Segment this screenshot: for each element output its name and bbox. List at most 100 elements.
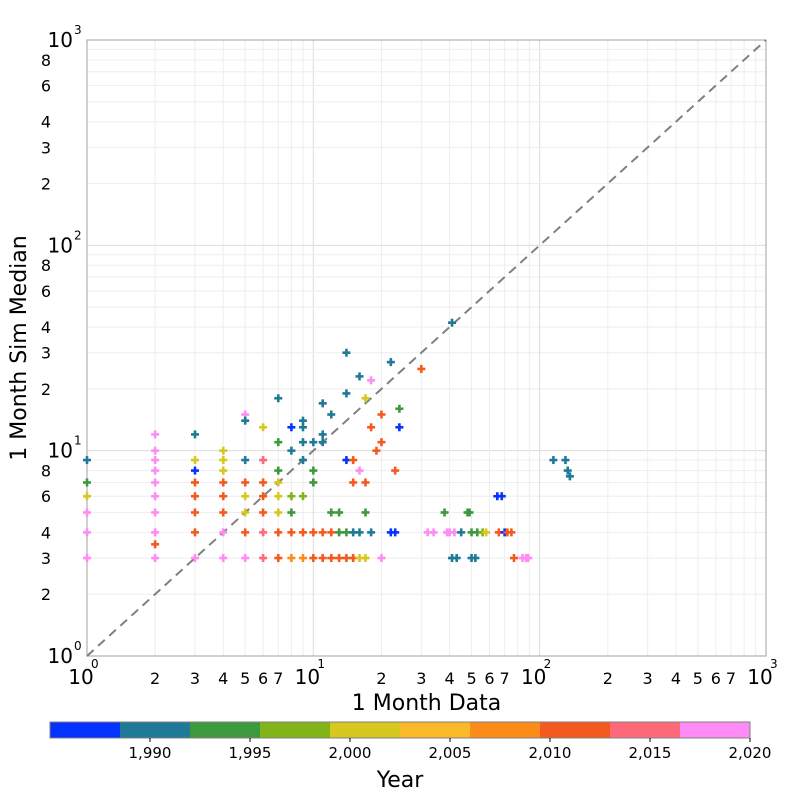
data-point (298, 492, 307, 501)
y-minor-tick-label: 8 (41, 462, 51, 481)
data-point (151, 540, 160, 549)
y-minor-tick-label: 4 (41, 318, 51, 337)
data-point (298, 554, 307, 563)
data-point (367, 528, 376, 537)
data-point (219, 528, 228, 537)
y-tick-label: 10 (48, 439, 73, 463)
y-axis-title: 1 Month Sim Median (7, 235, 32, 460)
data-point (190, 430, 199, 439)
colorbar-segment (330, 722, 401, 738)
y-minor-tick-label: 4 (41, 523, 51, 542)
data-point (274, 492, 283, 501)
data-point (259, 478, 268, 487)
colorbar-title: Year (376, 768, 425, 793)
data-point (391, 528, 400, 537)
y-tick-label: 10 (48, 28, 73, 52)
data-point (287, 423, 296, 432)
x-tick-label: 10 (68, 665, 93, 689)
data-point (259, 554, 268, 563)
data-point (361, 394, 370, 403)
data-point (274, 466, 283, 475)
data-point (561, 456, 570, 465)
data-point (361, 478, 370, 487)
data-point (342, 348, 351, 357)
data-point (452, 554, 461, 563)
data-point (342, 389, 351, 398)
data-point (509, 554, 518, 563)
data-point (342, 528, 351, 537)
data-point (219, 446, 228, 455)
data-point (335, 508, 344, 517)
data-point (241, 416, 250, 425)
data-point (83, 508, 91, 517)
data-point (190, 492, 199, 501)
x-minor-tick-label: 6 (711, 669, 721, 688)
data-point (298, 423, 307, 432)
data-point (335, 554, 344, 563)
y-minor-tick-label: 6 (41, 487, 51, 506)
data-point (309, 466, 318, 475)
plot-frame (86, 39, 767, 657)
data-point (524, 554, 533, 563)
data-point (386, 358, 395, 367)
x-minor-tick-label: 2 (376, 669, 386, 688)
x-minor-tick-label: 6 (484, 669, 494, 688)
colorbar-segment (470, 722, 541, 738)
data-point (335, 528, 344, 537)
data-point (318, 554, 327, 563)
colorbar-segment (680, 722, 751, 738)
data-point (298, 456, 307, 465)
data-point (83, 478, 91, 487)
data-points (83, 318, 574, 563)
data-point (151, 478, 160, 487)
data-point (349, 478, 358, 487)
data-point (355, 528, 364, 537)
data-point (327, 554, 336, 563)
colorbar-segment (120, 722, 191, 738)
colorbar-tick-label: 2,005 (429, 744, 472, 762)
x-minor-tick-label: 2 (150, 669, 160, 688)
data-point (372, 446, 381, 455)
data-point (327, 410, 336, 419)
x-minor-tick-label: 7 (726, 669, 736, 688)
data-point (298, 528, 307, 537)
colorbar-segment (540, 722, 611, 738)
data-point (151, 466, 160, 475)
data-point (565, 472, 574, 481)
colorbar-segment (260, 722, 331, 738)
x-minor-tick-label: 3 (643, 669, 653, 688)
data-point (327, 508, 336, 517)
data-point (465, 508, 474, 517)
data-point (219, 554, 228, 563)
data-point (190, 478, 199, 487)
x-minor-tick-label: 5 (466, 669, 476, 688)
y-tick-exponent: 3 (74, 23, 82, 37)
data-point (151, 508, 160, 517)
data-point (342, 554, 351, 563)
data-point (355, 372, 364, 381)
data-point (190, 466, 199, 475)
data-point (367, 423, 376, 432)
x-minor-tick-label: 5 (693, 669, 703, 688)
colorbar-tick-label: 2,000 (329, 744, 372, 762)
colorbar-segment (610, 722, 681, 738)
y-minor-tick-label: 2 (41, 585, 51, 604)
data-point (259, 508, 268, 517)
data-point (457, 528, 466, 537)
data-point (395, 423, 404, 432)
y-minor-tick-label: 8 (41, 256, 51, 275)
y-tick-label: 10 (48, 233, 73, 257)
data-point (377, 554, 386, 563)
data-point (318, 430, 327, 439)
data-point (151, 456, 160, 465)
y-tick-label: 10 (48, 644, 73, 668)
data-point (342, 456, 351, 465)
y-minor-tick-label: 6 (41, 282, 51, 301)
data-point (287, 446, 296, 455)
data-point (429, 528, 438, 537)
data-point (274, 438, 283, 447)
data-point (151, 528, 160, 537)
x-minor-tick-label: 7 (500, 669, 510, 688)
